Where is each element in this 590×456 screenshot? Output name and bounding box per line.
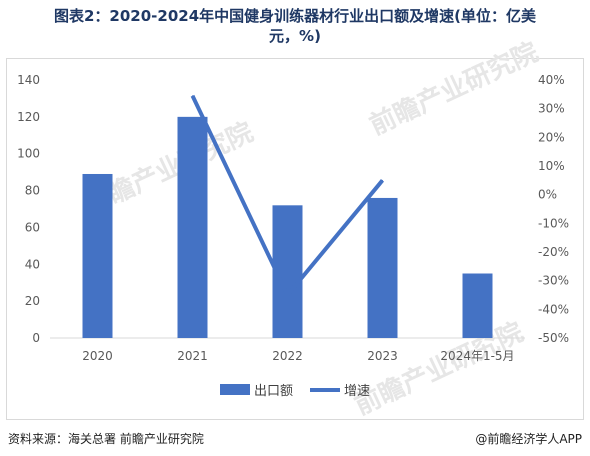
left-tick-label: 100: [17, 147, 40, 161]
growth-point: [382, 179, 383, 181]
brand-label: @前瞻经济学人APP: [475, 432, 582, 446]
bar-2023: [367, 197, 398, 338]
x-tick-label: 2024年1-5月: [440, 349, 514, 363]
right-tick-label: -30%: [538, 274, 569, 288]
bar-2024年1-5月: [462, 273, 493, 338]
left-axis: 0 20 40 60 80 100 120 140: [17, 73, 40, 345]
chart-title-line2: 元，%): [269, 27, 321, 45]
left-tick-label: 0: [32, 331, 40, 345]
right-tick-label: -40%: [538, 302, 569, 316]
chart-title-line1: 图表2：2020-2024年中国健身训练器材行业出口额及增速(单位：亿美: [53, 7, 537, 25]
right-tick-label: -20%: [538, 245, 569, 259]
left-tick-label: 20: [25, 294, 40, 308]
left-tick-label: 140: [17, 73, 40, 87]
right-tick-label: 10%: [538, 159, 565, 173]
left-tick-label: 40: [25, 257, 40, 271]
line-series: [190, 94, 385, 299]
x-tick-label: 2021: [177, 349, 208, 363]
right-tick-label: -50%: [538, 331, 569, 345]
legend: 出口额 增速: [220, 384, 370, 399]
growth-point: [287, 294, 288, 296]
watermark-text: 前瞻产业研究院: [365, 36, 543, 141]
left-tick-label: 80: [25, 184, 40, 198]
bar-2021: [177, 116, 208, 338]
right-tick-label: 40%: [538, 73, 565, 87]
x-axis: 2020 2021 2022 2023 2024年1-5月: [82, 349, 514, 363]
left-tick-label: 120: [17, 110, 40, 124]
growth-point: [192, 95, 193, 97]
chart-title: 图表2：2020-2024年中国健身训练器材行业出口额及增速(单位：亿美 元，%…: [0, 6, 590, 46]
bar-series: [82, 116, 493, 338]
x-tick-label: 2022: [272, 349, 303, 363]
right-tick-label: -10%: [538, 216, 569, 230]
x-tick-label: 2023: [367, 349, 398, 363]
x-tick-label: 2020: [82, 349, 113, 363]
legend-bar-swatch: [220, 384, 250, 395]
legend-bar-label: 出口额: [254, 384, 293, 399]
legend-line-label: 增速: [344, 384, 370, 399]
right-tick-label: 0%: [538, 188, 557, 202]
right-tick-label: 20%: [538, 130, 565, 144]
source-note: 资料来源：海关总署 前瞻产业研究院: [8, 432, 204, 446]
bar-2020: [82, 173, 113, 338]
left-tick-label: 60: [25, 220, 40, 234]
right-tick-label: 30%: [538, 102, 565, 116]
right-axis: -50% -40% -30% -20% -10% 0% 10% 20% 30% 40%: [538, 73, 569, 345]
